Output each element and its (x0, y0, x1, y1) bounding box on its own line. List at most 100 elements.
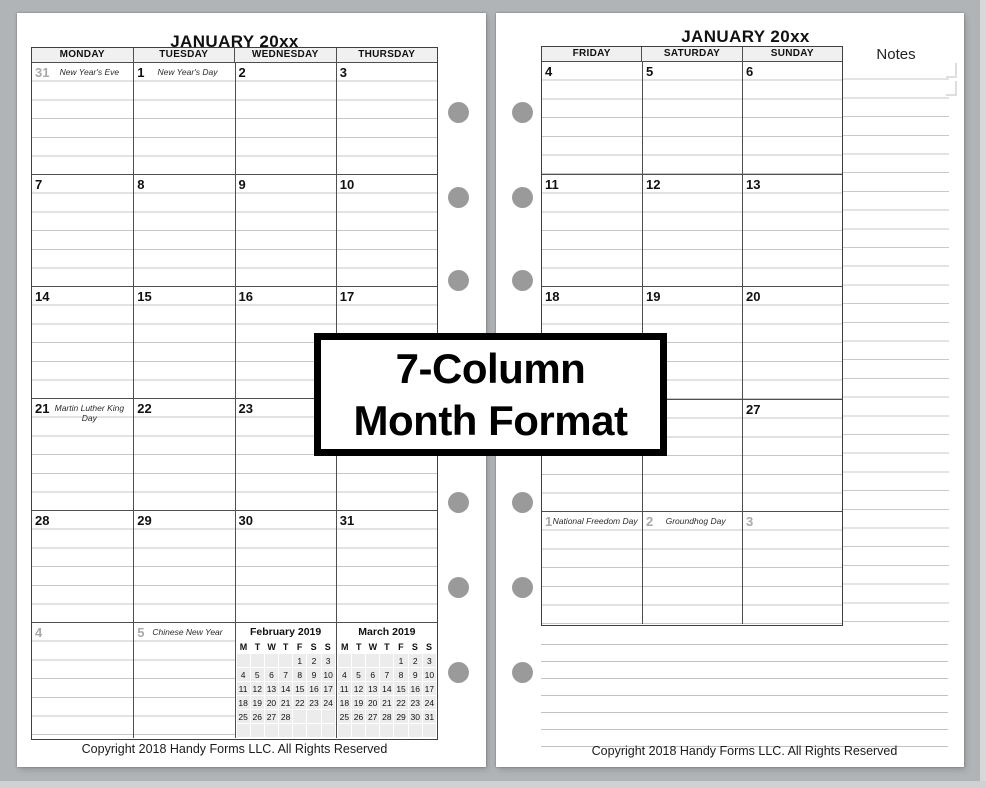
mini-cal-day: 16 (307, 682, 321, 695)
mini-cal-day: 27 (366, 710, 380, 723)
mini-cal-day (293, 710, 307, 723)
mini-cal-day (307, 724, 321, 737)
right-page-title: JANUARY 20xx (681, 27, 810, 46)
mini-cal-day (351, 724, 366, 737)
mini-cal-day (408, 724, 422, 737)
day-cell: 28 (32, 511, 133, 622)
mini-cal-day: 4 (337, 668, 351, 681)
mini-cal-day: 28 (279, 710, 293, 723)
date-number: 10 (339, 177, 355, 192)
mini-cal-day: 8 (293, 668, 307, 681)
day-cell: 9 (234, 175, 336, 286)
date-number: 3 (745, 514, 754, 530)
mini-cal-day: 5 (250, 668, 264, 681)
mini-cal-day: 6 (264, 668, 279, 681)
day-cell: 14 (32, 287, 133, 398)
mini-cal-day: 1 (394, 654, 408, 667)
overlay-line-2: Month Format (353, 396, 628, 444)
fold-mark (946, 63, 957, 78)
day-cell: 15 (133, 287, 234, 398)
binder-hole (512, 577, 533, 598)
day-cell: 5 Chinese New Year (133, 623, 234, 738)
mini-cal-day: 28 (380, 710, 394, 723)
mini-cal-day (337, 724, 351, 737)
mini-cal-day: 11 (337, 682, 351, 695)
mini-day-letter: S (310, 642, 317, 652)
mini-cal-day: 24 (422, 696, 436, 709)
mini-cal-day: 24 (321, 696, 335, 709)
mini-day-letter: T (282, 642, 289, 652)
mini-day-letter: T (384, 642, 390, 652)
binder-hole (512, 270, 533, 291)
mini-cal-day: 9 (408, 668, 422, 681)
mini-cal-day: 14 (380, 682, 394, 695)
overlay-line-1: 7-Column (395, 344, 586, 392)
mini-cal-day: 20 (366, 696, 380, 709)
mini-cal-day: 17 (422, 682, 436, 695)
binder-hole (448, 492, 469, 513)
day-cell: 8 (133, 175, 234, 286)
day-cell: 31 New Year's Eve (32, 63, 133, 174)
date-number: 15 (137, 289, 152, 304)
day-cell: 29 (133, 511, 234, 622)
day-cell: 12 (641, 174, 742, 287)
date-number: 11 (545, 176, 559, 192)
binder-hole (448, 187, 469, 208)
week-row: 28 29 30 31 (32, 510, 437, 622)
mini-day-letter: S (324, 642, 331, 652)
mini-cal-day: 2 (307, 654, 321, 667)
mini-cal-day: 18 (337, 696, 351, 709)
mini-cal-day: 21 (279, 696, 293, 709)
mini-cal-day: 14 (279, 682, 293, 695)
day-cell: 10 (335, 175, 437, 286)
day-cell: 2 (234, 63, 336, 174)
date-number: 16 (238, 289, 253, 304)
mini-cal-day (366, 654, 380, 667)
mini-day-letter: F (398, 642, 404, 652)
photo-right-edge (980, 0, 986, 788)
day-cell: 7 (32, 175, 133, 286)
day-cell: 3 (741, 512, 842, 624)
mini-cal-day: 2 (408, 654, 422, 667)
binder-hole (448, 577, 469, 598)
mini-cal-day: 11 (236, 682, 250, 695)
mini-cal-day: 5 (351, 668, 366, 681)
day-cell: 30 (234, 511, 336, 622)
mini-cal-day: 31 (422, 710, 436, 723)
date-number: 5 (645, 64, 654, 79)
date-number: 20 (745, 289, 761, 305)
mini-cal-day (279, 654, 293, 667)
mini-calendar-title: February 2019 (250, 626, 322, 638)
day-cell: 18 (542, 287, 642, 399)
right-month-grid: FRIDAY SATURDAY SUNDAY 4 5 6 11 12 13 18… (541, 46, 843, 626)
notes-ruled-column (843, 61, 949, 626)
day-cell: 21 Martin Luther King Day (32, 399, 133, 510)
mini-day-letter: S (411, 642, 418, 652)
date-number: 21 (35, 401, 50, 416)
mini-calendar-day-headers: M T W T F S S (237, 641, 335, 654)
mini-day-letter: M (341, 642, 349, 652)
day-header-sunday: SUNDAY (741, 47, 842, 61)
left-page: JANUARY 20xx MONDAY TUESDAY WEDNESDAY TH… (17, 13, 486, 767)
binder-hole (512, 662, 533, 683)
day-cell: 31 (335, 511, 437, 622)
date-number: 18 (545, 289, 560, 305)
mini-cal-day: 22 (293, 696, 307, 709)
day-cell: 1 National Freedom Day (542, 512, 642, 624)
mini-cal-day (279, 724, 293, 737)
right-copyright: Copyright 2018 Handy Forms LLC. All Righ… (591, 744, 898, 758)
mini-cal-day: 8 (394, 668, 408, 681)
date-number: 2 (645, 514, 654, 530)
mini-cal-day (380, 654, 394, 667)
date-number: 31 (339, 513, 355, 528)
date-number: 2 (238, 65, 246, 80)
holiday-label: New Year's Day (157, 67, 218, 77)
mini-cal-day: 23 (408, 696, 422, 709)
mini-cal-day: 15 (394, 682, 408, 695)
mini-day-letter: F (296, 642, 303, 652)
week-row: 11 12 13 (542, 173, 842, 287)
notes-label: Notes (876, 46, 916, 63)
